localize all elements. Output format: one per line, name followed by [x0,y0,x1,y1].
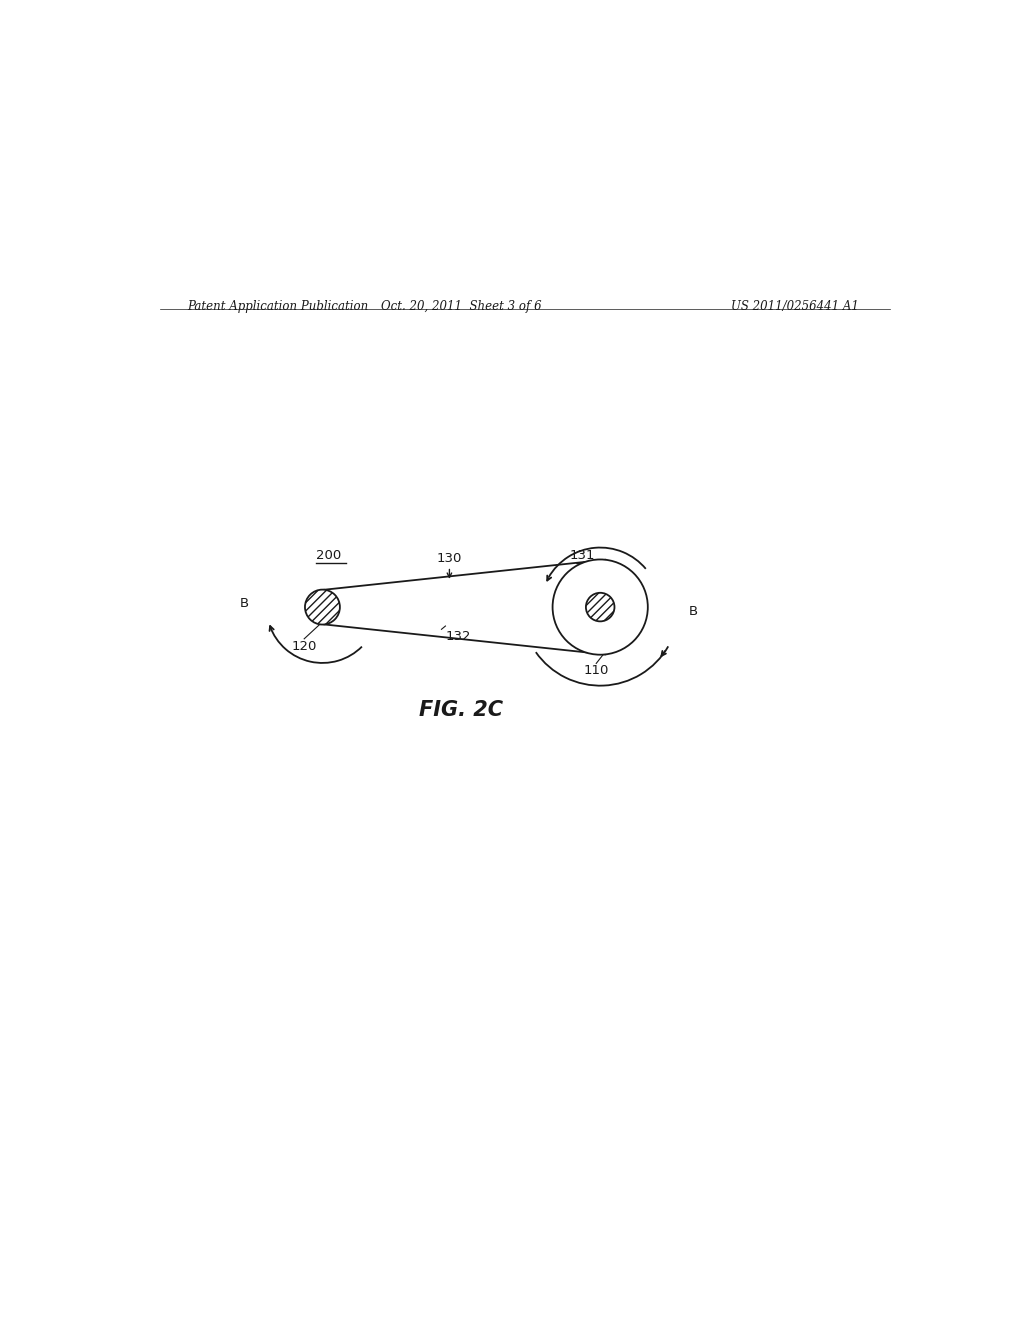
Text: 110: 110 [584,664,609,677]
Circle shape [305,590,340,624]
Circle shape [553,560,648,655]
Text: 131: 131 [570,549,596,562]
Text: 120: 120 [292,640,316,652]
Text: B: B [629,609,638,622]
Text: 130: 130 [436,552,462,565]
Text: B: B [240,597,249,610]
Text: FIG. 2C: FIG. 2C [419,700,504,721]
Text: Oct. 20, 2011  Sheet 3 of 6: Oct. 20, 2011 Sheet 3 of 6 [381,300,542,313]
Text: 132: 132 [445,630,471,643]
Circle shape [586,593,614,622]
Text: 200: 200 [316,549,341,562]
Text: Patent Application Publication: Patent Application Publication [187,300,369,313]
Text: US 2011/0256441 A1: US 2011/0256441 A1 [731,300,859,313]
Circle shape [305,590,340,624]
Text: B: B [688,605,697,618]
